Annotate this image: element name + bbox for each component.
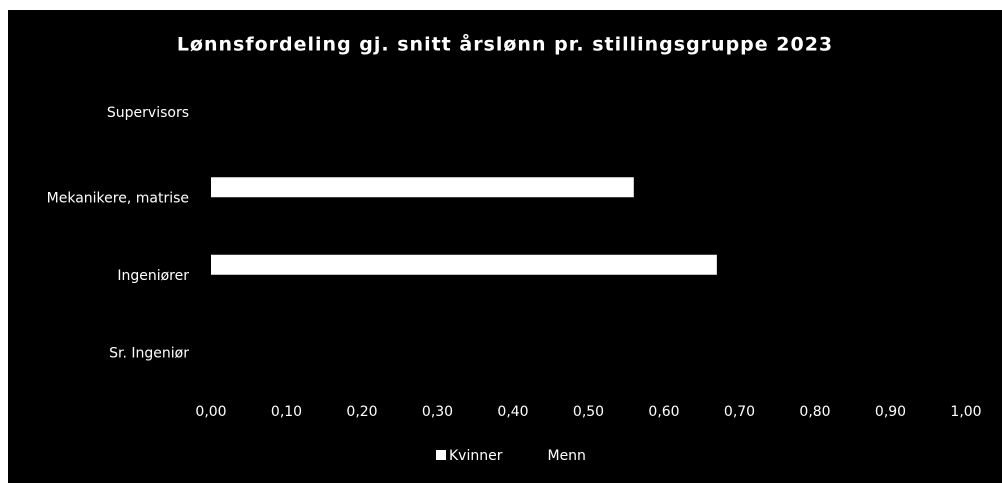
y-tick-label: Sr. Ingeniør (109, 345, 189, 361)
x-tick-label: 1,00 (950, 404, 981, 420)
chart-background (8, 10, 1002, 483)
bar (211, 177, 634, 198)
x-tick-label: 0,30 (422, 404, 453, 420)
x-tick-label: 0,10 (271, 404, 302, 420)
x-tick-label: 0,50 (573, 404, 604, 420)
legend-marker (436, 450, 446, 460)
x-tick-label: 0,60 (648, 404, 679, 420)
legend-label: Kvinner (449, 448, 503, 464)
y-tick-label: Supervisors (107, 105, 189, 121)
x-tick-label: 0,20 (346, 404, 377, 420)
x-tick-label: 0,70 (724, 404, 755, 420)
x-tick-label: 0,90 (875, 404, 906, 420)
legend-marker (534, 450, 545, 460)
x-tick-label: 0,40 (497, 404, 528, 420)
x-tick-label: 0,80 (799, 404, 830, 420)
x-tick-label: 0,00 (195, 404, 226, 420)
bar (211, 254, 717, 275)
chart-title: Lønnsfordeling gj. snitt årslønn pr. sti… (177, 32, 833, 56)
y-tick-label: Mekanikere, matrise (47, 190, 189, 206)
y-tick-label: Ingeniører (117, 268, 189, 284)
legend-label: Menn (547, 448, 585, 464)
